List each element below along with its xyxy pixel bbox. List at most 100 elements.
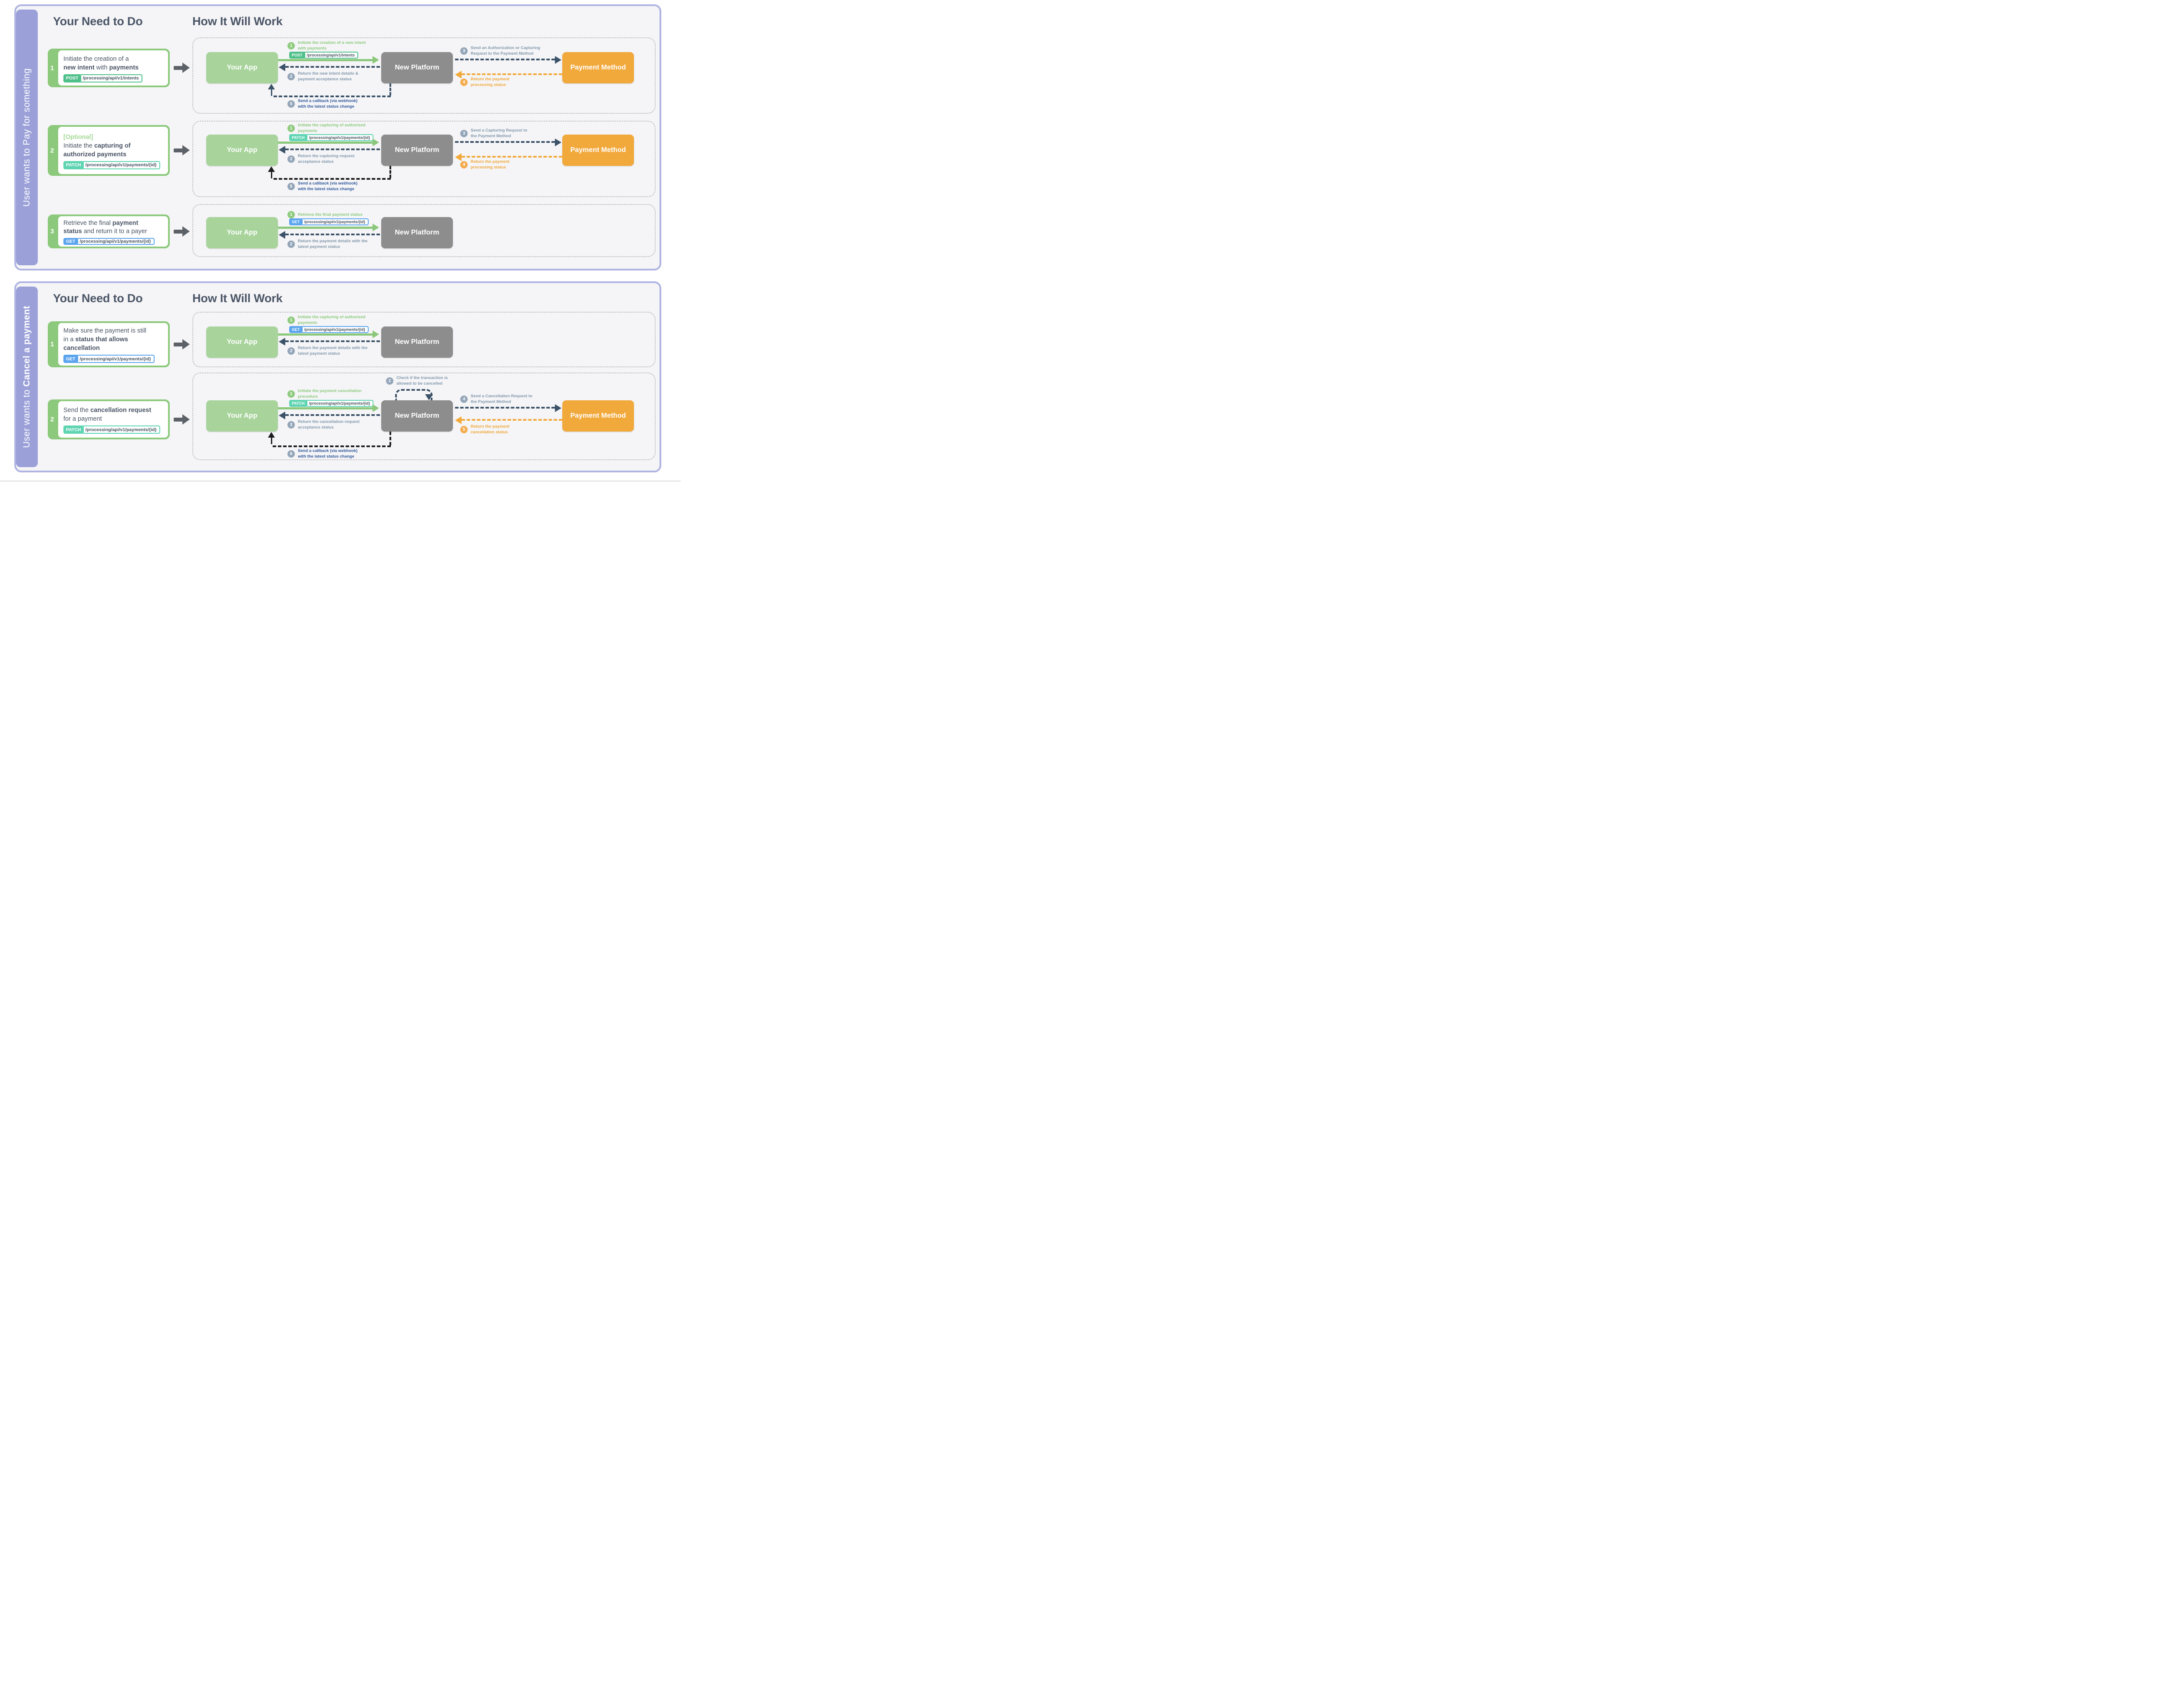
heading-need-2: Your Need to Do [53, 292, 143, 305]
method-label: POST [289, 52, 305, 59]
request-arrowhead [373, 404, 379, 412]
method-label: GET [63, 355, 78, 363]
card-to-flow-arrow [174, 145, 191, 155]
section-cancel-sidebar: User wants to Cancel a payment [16, 287, 38, 467]
your-app-box: Your App [206, 400, 278, 432]
capture-request-dashed-line [455, 141, 555, 143]
patch-badge: PATCH/processing/api/v1/payments/{id} [289, 134, 374, 141]
request-arrow [278, 333, 373, 336]
flow-annotation: 1 Initiate the creation of a new intent w… [287, 40, 366, 51]
flow-annotation: 3 Return the cancellation request accepta… [287, 419, 360, 430]
request-arrowhead [373, 56, 379, 64]
step-circle: 3 [287, 421, 295, 429]
method-label: PATCH [63, 161, 84, 169]
flow-annotation: 6 Send a callback (via webhook) with the … [287, 448, 357, 459]
endpoint-label: /processing/api/v1/payments/{id} [305, 400, 374, 407]
post-badge: POST/processing/api/v1/intents [289, 52, 359, 59]
method-label: PATCH [289, 134, 307, 141]
endpoint-label: /processing/api/v1/payments/{id} [300, 218, 369, 225]
flow-container-3 [192, 204, 656, 257]
method-label: GET [63, 237, 78, 245]
status-return-dashed-line [462, 156, 562, 158]
auth-request-dashed-line [455, 59, 555, 60]
get-badge: GET/processing/api/v1/payments/{id} [289, 326, 369, 333]
step-circle: 3 [460, 129, 468, 137]
callback-arrowhead-up [268, 84, 275, 89]
return-arrowhead [279, 338, 285, 346]
flow-container-1 [192, 37, 656, 114]
step-card-1: 1 Initiate the creation of a new intent … [48, 49, 170, 87]
callback-arrowhead-up [268, 166, 275, 172]
flow-annotation: 2 Check if the transaction is allowed to … [386, 375, 448, 386]
card-text: Initiate the creation of a [63, 55, 129, 63]
cancel-request-arrowhead [555, 404, 561, 412]
status-return-dashed-line [462, 73, 562, 75]
step-circle: 1 [287, 211, 295, 218]
new-platform-box: New Platform [381, 217, 453, 248]
heading-how-2: How It Will Work [192, 292, 283, 305]
heading-how-1: How It Will Work [192, 15, 283, 28]
callback-line-vertical [389, 166, 391, 178]
flow-container-2 [192, 121, 656, 197]
return-dashed-line [285, 66, 380, 68]
flow-annotation: 5 Return the payment cancellation status [460, 424, 509, 435]
your-app-box: Your App [206, 135, 278, 166]
flow-annotation: 2 Return the capturing request acceptance… [287, 153, 354, 165]
your-app-box: Your App [206, 52, 278, 83]
flow-annotation: 2 Return the payment details with the lat… [287, 345, 367, 356]
return-arrowhead [279, 146, 285, 154]
get-badge: GET/processing/api/v1/payments/{id} [289, 218, 369, 225]
request-arrowhead [373, 330, 379, 338]
flow-annotation: 2 Return the payment details with the lat… [287, 238, 367, 250]
step-number: 1 [50, 64, 54, 72]
endpoint-label: /processing/api/v1/intents [79, 74, 142, 82]
flow-annotation: 1 Initiate the capturing of authorized pa… [287, 122, 366, 134]
callback-arrow-stem [271, 171, 272, 178]
flow-annotation: 4 Return the payment processing status [460, 159, 509, 170]
step-circle: 2 [386, 377, 393, 385]
section-cancel-frame [14, 281, 661, 472]
request-arrow [278, 59, 373, 61]
flow-container-5 [192, 373, 656, 460]
patch-badge: PATCH/processing/api/v1/payments/{id} [63, 161, 160, 169]
status-return-arrowhead [455, 71, 462, 79]
callback-arrow-stem [271, 89, 272, 96]
step-circle: 1 [287, 42, 295, 49]
patch-badge: PATCH/processing/api/v1/payments/{id} [289, 400, 374, 407]
endpoint-label: /processing/api/v1/payments/{id} [300, 326, 369, 333]
status-return-arrowhead [455, 153, 462, 161]
endpoint-label: /processing/api/v1/payments/{id} [76, 355, 155, 363]
payment-method-box: Payment Method [562, 52, 634, 83]
step-circle: 4 [460, 161, 468, 168]
heading-need-1: Your Need to Do [53, 15, 143, 28]
auth-request-arrowhead [555, 56, 561, 64]
endpoint-label: /processing/api/v1/payments/{id} [82, 161, 160, 169]
request-arrow [278, 227, 373, 229]
flow-container-4 [192, 312, 656, 367]
step-circle: 3 [460, 47, 468, 55]
flow-annotation: 1 Initiate the payment cancellation prece… [287, 388, 362, 399]
callback-arrow-stem [271, 437, 272, 444]
new-platform-box: New Platform [381, 400, 453, 432]
capture-request-arrowhead [555, 138, 561, 146]
new-platform-box: New Platform [381, 52, 453, 83]
method-label: GET [289, 218, 303, 225]
callback-line-horizontal [274, 178, 391, 180]
endpoint-label: /processing/api/v1/intents [303, 52, 359, 59]
callback-line-horizontal [273, 445, 391, 447]
request-arrow [278, 142, 373, 144]
flow-annotation: 2 Return the new intent details & payment… [287, 71, 358, 82]
callback-arrowhead-up [268, 432, 275, 438]
new-platform-box: New Platform [381, 326, 453, 358]
request-arrow [278, 407, 373, 409]
card-to-flow-arrow [174, 339, 191, 350]
flow-annotation: 4 Send a Cancellation Request to the Paym… [460, 393, 532, 405]
flow-annotation: 3 Send an Authorization or Capturing Requ… [460, 45, 540, 56]
step-circle: 5 [460, 425, 468, 433]
callback-line-vertical [389, 432, 391, 445]
request-arrowhead [373, 224, 379, 231]
return-arrowhead [279, 412, 285, 419]
step-number: 2 [50, 415, 54, 423]
section-pay-sidebar: User wants to Pay for something [16, 10, 38, 265]
method-label: GET [289, 326, 303, 333]
